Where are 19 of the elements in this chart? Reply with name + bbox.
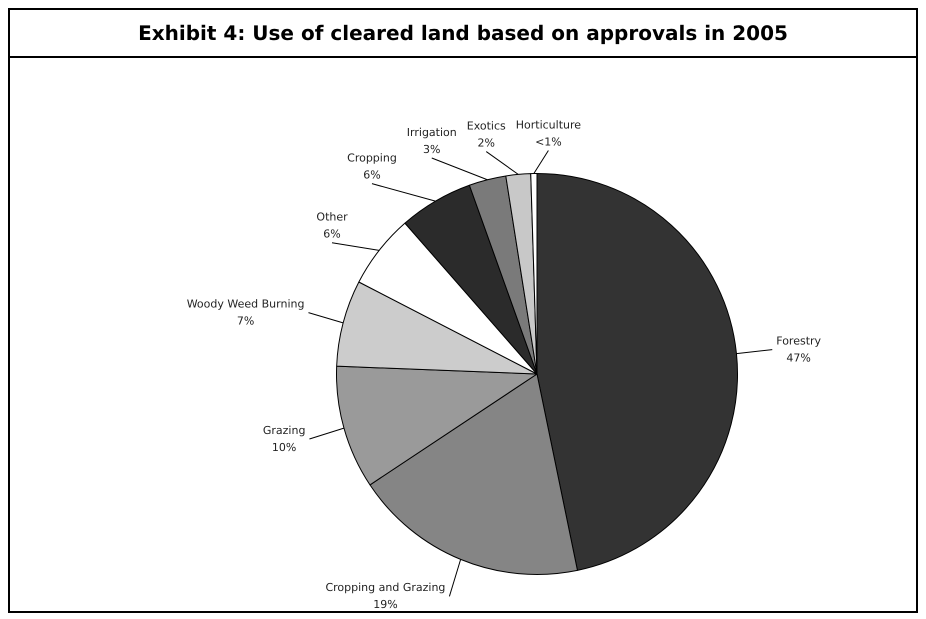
slice-label: Cropping and Grazing xyxy=(325,581,446,594)
slice-label: Exotics xyxy=(466,119,506,132)
data-label: 6% xyxy=(363,168,381,182)
data-label: 7% xyxy=(236,314,254,328)
slice-label: Horticulture xyxy=(516,118,582,132)
data-label: 3% xyxy=(423,142,440,156)
slice-label: Other xyxy=(316,210,348,224)
data-label: <1% xyxy=(535,135,562,148)
slice-label: Woody Weed Burning xyxy=(186,298,304,311)
slice-label: Grazing xyxy=(262,424,306,437)
chart-title: Exhibit 4: Use of cleared land based on approvals in 2005 xyxy=(10,10,916,58)
slice-label: Cropping xyxy=(347,152,397,165)
slice-label: Forestry xyxy=(776,334,822,348)
data-label: 2% xyxy=(478,136,495,150)
data-label: 47% xyxy=(786,351,811,364)
data-label: 6% xyxy=(323,228,341,241)
data-label: 19% xyxy=(373,598,398,612)
data-label: 10% xyxy=(272,440,296,454)
slice-label: Irrigation xyxy=(406,126,457,139)
